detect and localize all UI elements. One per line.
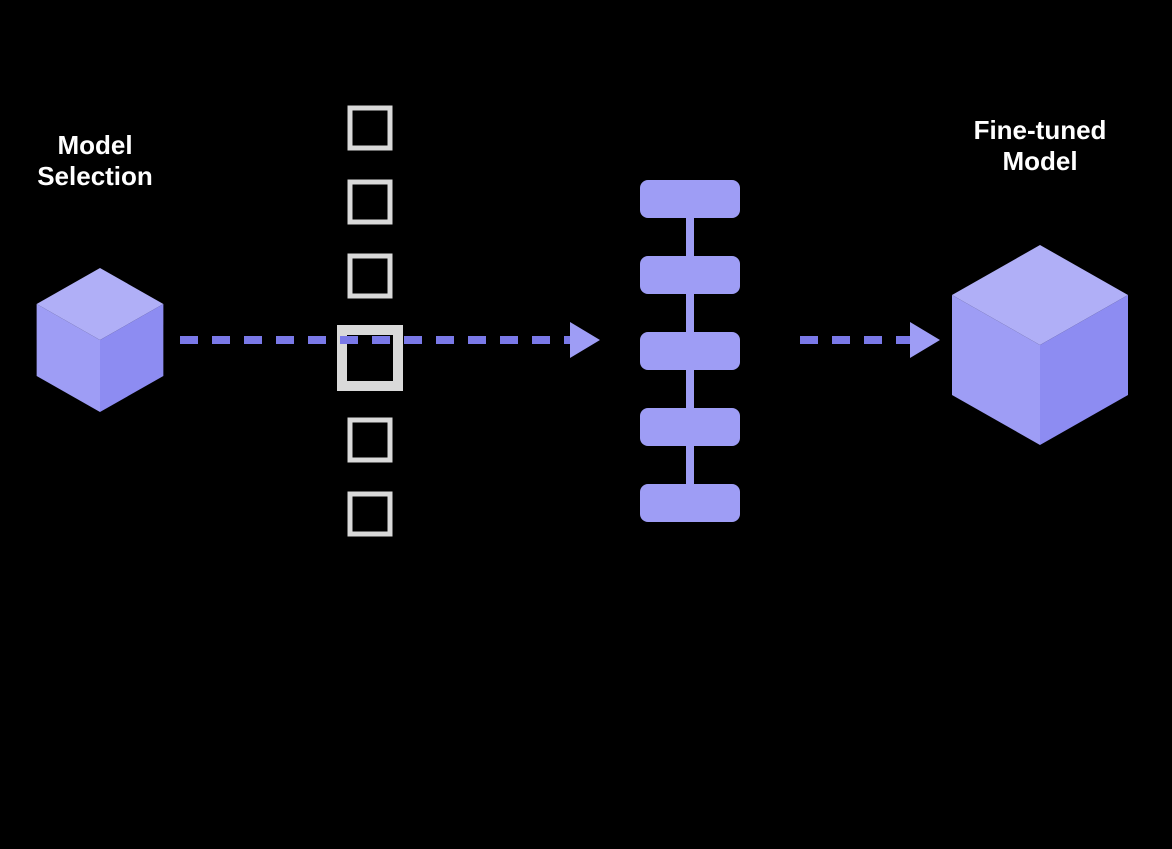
arrow-layers-to-output <box>800 322 940 358</box>
model-layer <box>640 256 740 294</box>
hexagon-output-model <box>952 245 1128 445</box>
selection-square <box>350 182 390 222</box>
selection-squares-column <box>342 108 398 534</box>
model-layer <box>640 332 740 370</box>
model-layer <box>640 180 740 218</box>
model-layer <box>640 408 740 446</box>
model-layer <box>640 484 740 522</box>
model-layers-column <box>640 180 740 522</box>
selection-square <box>350 420 390 460</box>
diagram-svg <box>0 0 1172 849</box>
selection-square <box>350 108 390 148</box>
diagram-stage: Model Selection Fine-tuned Model <box>0 0 1172 849</box>
selection-square <box>350 256 390 296</box>
hexagon-input-model <box>37 268 164 412</box>
selection-square <box>350 494 390 534</box>
